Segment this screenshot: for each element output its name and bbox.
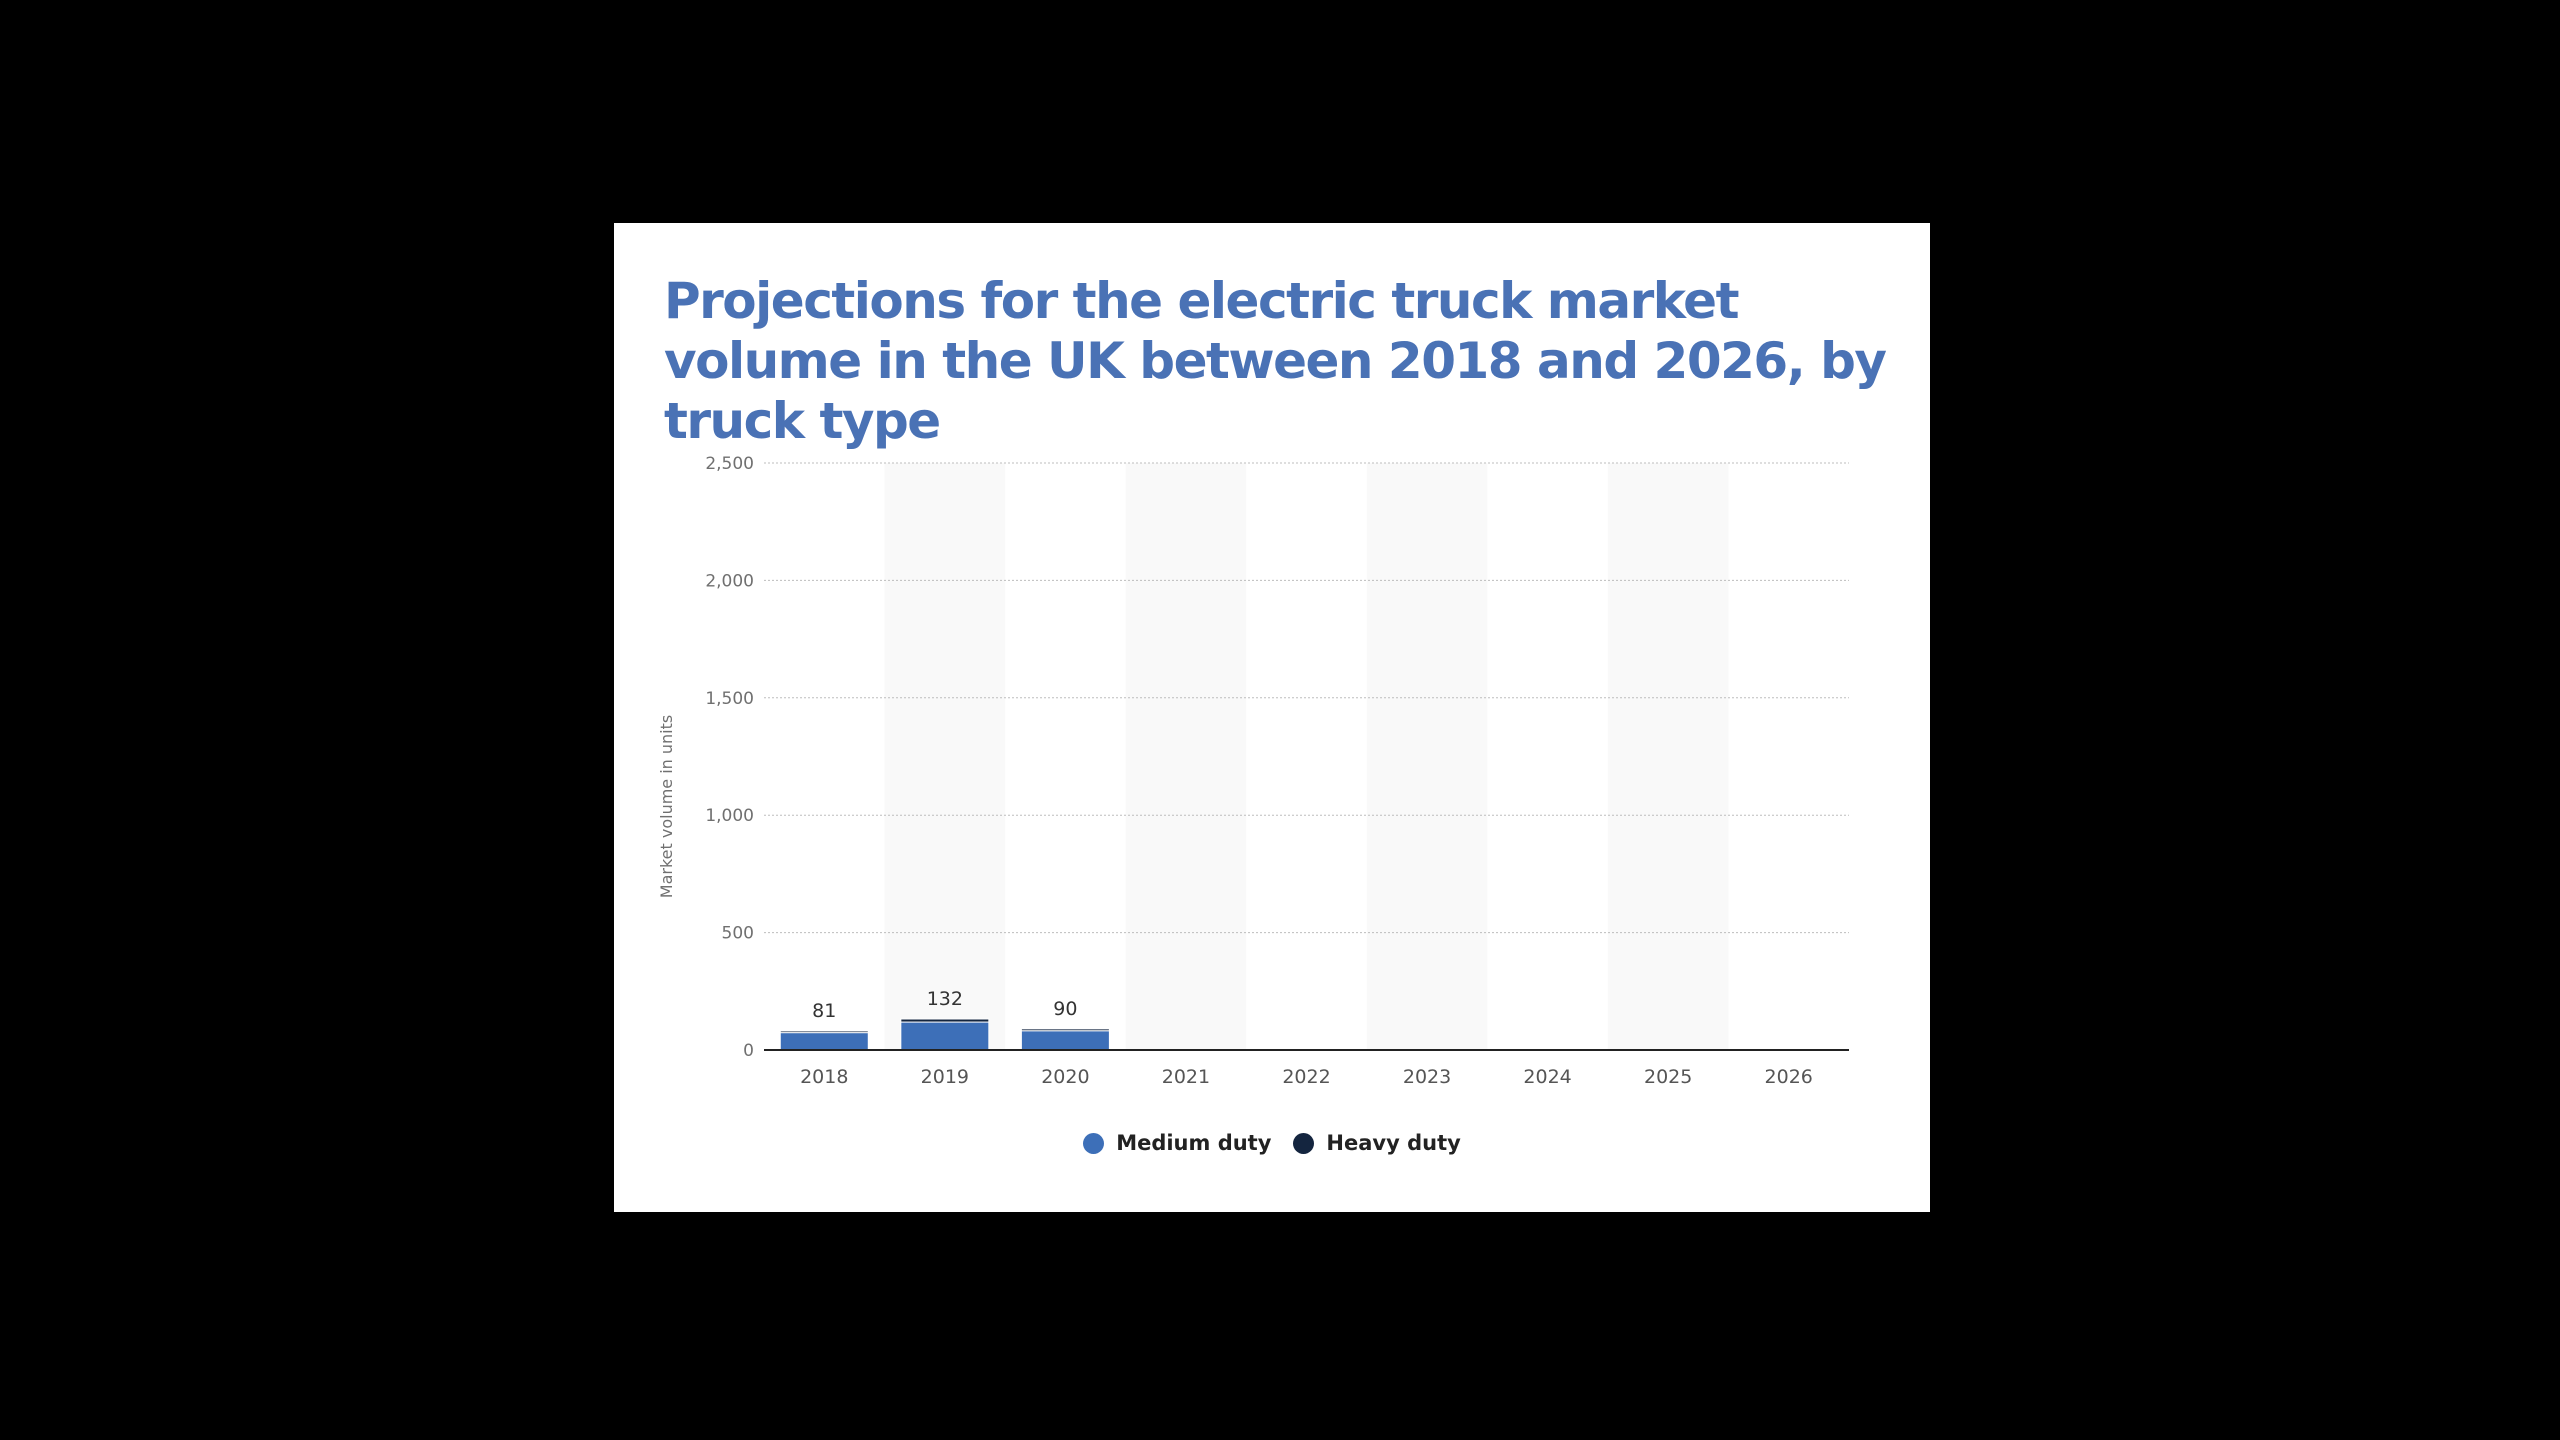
legend-item-medium-duty[interactable]: Medium duty [1083,1131,1271,1155]
x-tick-label: 2020 [1041,1066,1089,1088]
column-band [1125,463,1247,1050]
x-tick-label: 2019 [921,1066,969,1088]
y-tick-label: 1,500 [705,689,754,709]
legend-label: Heavy duty [1326,1131,1461,1155]
chart-card: Projections for the electric truck marke… [614,223,1930,1212]
data-labels: 81 132 90 [812,988,1077,1022]
bar-medium-duty-2020[interactable] [1020,1030,1110,1051]
column-bands [884,463,1729,1050]
legend: Medium duty Heavy duty [614,1131,1930,1155]
y-tick-label: 2,000 [705,571,754,591]
data-label: 132 [927,988,963,1010]
legend-item-heavy-duty[interactable]: Heavy duty [1293,1131,1461,1155]
column-band [884,463,1006,1050]
column-band [1366,463,1488,1050]
y-axis-label: Market volume in units [657,715,676,898]
column-band [1607,463,1729,1050]
y-tick-label: 500 [722,924,754,944]
legend-label: Medium duty [1116,1131,1272,1155]
bar-heavy-duty-2018[interactable] [779,1030,869,1034]
x-tick-label: 2024 [1523,1066,1571,1088]
bar-heavy-duty-2019[interactable] [900,1018,990,1023]
y-tick-label: 2,500 [705,454,754,474]
bar-medium-duty-2018[interactable] [779,1032,869,1051]
x-tick-label: 2022 [1282,1066,1330,1088]
x-axis-ticks: 2018 2019 2020 2021 2022 2023 2024 2025 2026 [800,1066,1813,1088]
chart-title: Projections for the electric truck marke… [664,272,1887,450]
bars [779,1018,1110,1051]
data-label: 90 [1053,998,1077,1020]
x-tick-label: 2025 [1644,1066,1692,1088]
x-tick-label: 2018 [800,1066,848,1088]
legend-swatch [1083,1132,1105,1154]
legend-swatch [1293,1132,1315,1154]
x-tick-label: 2021 [1162,1066,1210,1088]
y-axis-ticks: 0 500 1,000 1,500 2,000 2,500 [705,454,754,1061]
bar-heavy-duty-2020[interactable] [1020,1028,1110,1032]
x-tick-label: 2023 [1403,1066,1451,1088]
y-tick-label: 0 [743,1041,754,1061]
x-tick-label: 2026 [1765,1066,1813,1088]
y-tick-label: 1,000 [705,806,754,826]
data-label: 81 [812,1000,836,1022]
gridlines [764,462,1849,934]
bar-medium-duty-2019[interactable] [900,1021,990,1051]
